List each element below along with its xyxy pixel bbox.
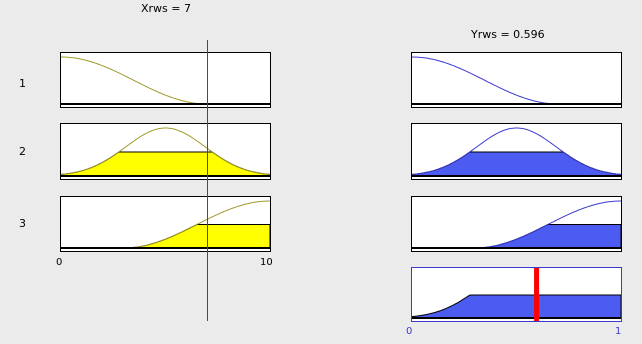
- rule-label-3[interactable]: 3: [19, 217, 26, 230]
- input-axis-max-tick: 10: [260, 257, 273, 268]
- membership-curve: [61, 56, 270, 105]
- fired-area: [412, 151, 621, 177]
- output-axis-max-tick: 1: [615, 326, 622, 337]
- output-header: Yrws = 0.596: [471, 28, 545, 41]
- rule-2-output-mf-plot: [411, 123, 622, 180]
- membership-curve: [61, 127, 270, 175]
- input-header: Xrws = 7: [141, 2, 191, 15]
- defuzzified-output-marker: [534, 268, 540, 321]
- rule-2-input-mf-plot: [60, 123, 271, 180]
- aggregated-area: [412, 294, 621, 319]
- fired-area: [61, 151, 270, 177]
- rule-label-2[interactable]: 2: [19, 145, 26, 158]
- rule-label-1[interactable]: 1: [19, 77, 26, 90]
- aggregated-output-plot: [411, 267, 622, 322]
- input-index-line[interactable]: [207, 40, 209, 321]
- rule-3-output-mf-plot: [411, 196, 622, 252]
- rule-1-input-mf-plot: [60, 52, 271, 108]
- fired-area: [412, 224, 621, 249]
- rule-1-output-mf-plot: [411, 52, 622, 108]
- membership-curve: [412, 127, 621, 175]
- fired-area: [61, 224, 270, 249]
- output-axis-min-tick: 0: [406, 326, 413, 337]
- rule-3-input-mf-plot: [60, 196, 271, 252]
- membership-curve: [412, 56, 621, 105]
- input-axis-min-tick: 0: [56, 257, 63, 268]
